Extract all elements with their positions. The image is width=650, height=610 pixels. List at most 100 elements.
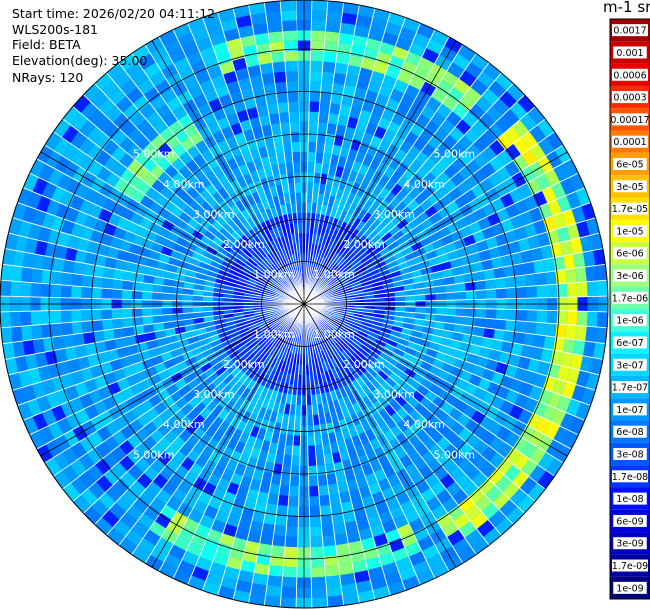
ray-bin bbox=[421, 409, 435, 423]
ray-bin bbox=[374, 305, 386, 311]
ray-bin bbox=[359, 359, 371, 371]
ray-bin bbox=[540, 244, 554, 260]
ray-bin bbox=[406, 199, 420, 212]
ray-bin bbox=[315, 454, 326, 466]
ray-bin bbox=[435, 307, 446, 316]
ray-bin bbox=[358, 527, 374, 541]
ray-bin bbox=[348, 540, 364, 554]
ray-bin bbox=[346, 226, 356, 238]
ray-bin bbox=[251, 510, 266, 524]
ray-bin bbox=[350, 550, 366, 564]
ray-bin bbox=[463, 234, 476, 247]
ray-bin bbox=[527, 234, 541, 250]
ray-bin bbox=[306, 384, 312, 396]
ray-bin bbox=[280, 596, 297, 608]
ray-separator bbox=[303, 36, 450, 305]
colorbar-tick-label: 3e-07 bbox=[616, 360, 643, 371]
ray-bin bbox=[344, 520, 359, 534]
ray-bin bbox=[496, 166, 512, 183]
ray-bin bbox=[429, 164, 444, 179]
ray-bin bbox=[470, 512, 489, 530]
ray-bin bbox=[307, 455, 317, 467]
ray-bin bbox=[550, 242, 564, 258]
ray-bin bbox=[365, 37, 382, 52]
ray-bin bbox=[485, 308, 497, 320]
ray-bin bbox=[561, 381, 577, 399]
ray-bin bbox=[458, 94, 476, 112]
ray-bin bbox=[318, 362, 325, 373]
ray-bin bbox=[319, 101, 331, 114]
ray-bin bbox=[401, 245, 414, 257]
ray-bin bbox=[412, 560, 431, 576]
ray-bin bbox=[331, 144, 342, 157]
ray-bin bbox=[367, 28, 385, 42]
ray-bin bbox=[333, 523, 347, 536]
ray-bin bbox=[480, 129, 497, 147]
ray-separator bbox=[303, 303, 360, 603]
ray-bin bbox=[350, 456, 362, 470]
ray-bin bbox=[329, 206, 338, 219]
ray-bin bbox=[393, 514, 409, 529]
ray-bin bbox=[504, 229, 518, 244]
ray-bin bbox=[546, 284, 558, 298]
ray-bin bbox=[502, 481, 520, 500]
ray-bin bbox=[523, 333, 536, 347]
ray-bin bbox=[542, 216, 557, 233]
ray-separator bbox=[303, 303, 608, 313]
ray-bin bbox=[361, 384, 372, 396]
ray-bin bbox=[367, 566, 385, 580]
ray-separator bbox=[263, 303, 305, 606]
ray-bin bbox=[325, 463, 336, 475]
colorbar-tick-label: 1.7e-07 bbox=[612, 383, 648, 394]
ray-bin bbox=[356, 185, 367, 198]
ray-bin bbox=[416, 569, 435, 585]
ray-bin bbox=[441, 95, 459, 112]
ray-bin bbox=[329, 389, 338, 402]
ray-bin bbox=[573, 339, 586, 356]
ray-bin bbox=[373, 223, 385, 235]
ray-bin bbox=[408, 517, 425, 533]
colorbar-tick-label: 1.7e-05 bbox=[612, 204, 648, 215]
ray-bin bbox=[459, 341, 472, 353]
ray-bin bbox=[331, 451, 342, 464]
ray-bin bbox=[509, 488, 528, 507]
ray-bin bbox=[390, 411, 403, 425]
ray-bin bbox=[365, 215, 377, 227]
ray-bin bbox=[537, 137, 555, 156]
ray-bin bbox=[392, 382, 405, 395]
ray-bin bbox=[352, 245, 363, 256]
ray-bin bbox=[527, 106, 546, 126]
ray-bin bbox=[272, 535, 286, 547]
ray-bin bbox=[492, 98, 510, 116]
ray-bin bbox=[521, 458, 538, 477]
ray-bin bbox=[535, 322, 547, 336]
ray-bin bbox=[556, 310, 568, 325]
ray-bin bbox=[415, 415, 429, 429]
ray-bin bbox=[257, 543, 273, 556]
ray-bin bbox=[575, 325, 587, 342]
ray-bin bbox=[315, 244, 322, 256]
ray-bin bbox=[501, 340, 514, 354]
ray-bin bbox=[523, 194, 539, 211]
ray-bin bbox=[274, 453, 285, 465]
ray-bin bbox=[267, 493, 279, 505]
ray-bin bbox=[341, 350, 351, 361]
ray-bin bbox=[307, 445, 316, 456]
ray-bin bbox=[491, 256, 504, 269]
ray-bin bbox=[452, 537, 471, 555]
ray-bin bbox=[305, 222, 311, 234]
ray-bin bbox=[592, 248, 606, 266]
ray-bin bbox=[314, 320, 322, 330]
ray-bin bbox=[336, 257, 346, 268]
ray-bin bbox=[319, 494, 331, 507]
ray-bin bbox=[504, 143, 522, 161]
ray-bin bbox=[343, 348, 353, 358]
ray-bin bbox=[496, 441, 513, 459]
ray-bin bbox=[332, 288, 343, 294]
ray-bin bbox=[326, 11, 343, 23]
ray-bin bbox=[358, 485, 372, 499]
ray-bin bbox=[343, 212, 353, 224]
ray-bin bbox=[324, 274, 334, 284]
ray-bin bbox=[385, 528, 401, 543]
